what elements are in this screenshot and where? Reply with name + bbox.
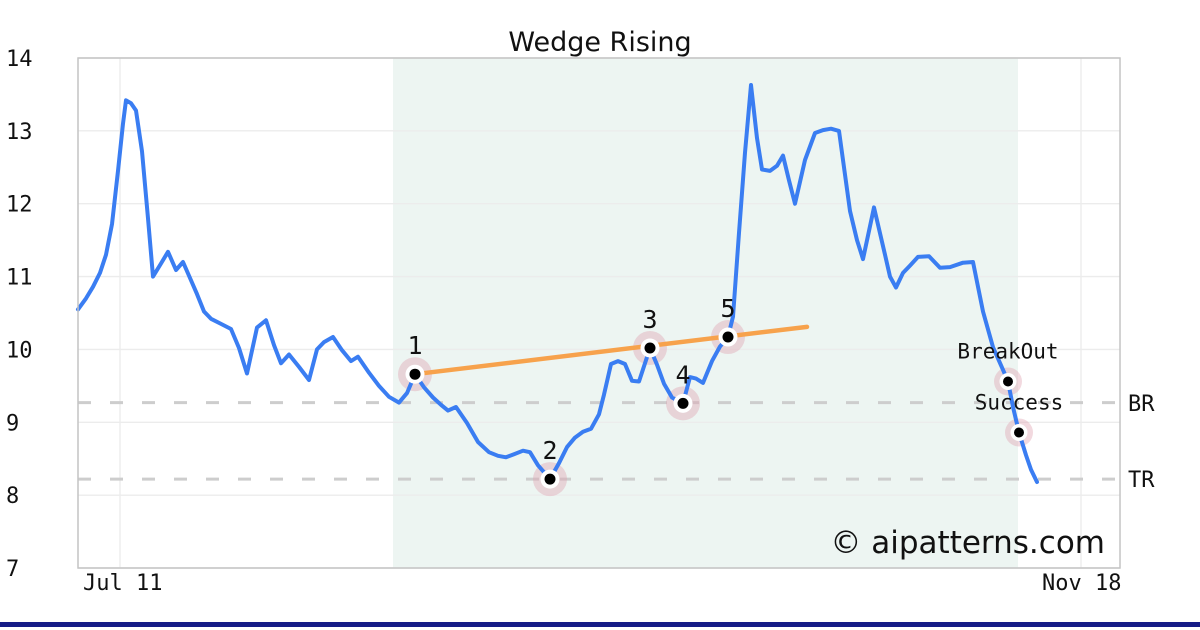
level-label-br: BR (1128, 392, 1155, 417)
y-tick-label: 8 (6, 484, 19, 509)
chart-annotation-layer: 1 2 34 5 BreakOut Success (405, 294, 1064, 489)
annotation-label-3: 3 (642, 305, 657, 334)
level-label-tr: TR (1128, 468, 1155, 493)
annotation-label-success: Success (975, 390, 1064, 414)
y-tick-label: 13 (6, 120, 33, 145)
annotation-label-breakout: BreakOut (957, 339, 1058, 363)
marker-dot (1003, 376, 1013, 387)
marker-dot (1014, 427, 1024, 438)
y-tick-label: 12 (6, 193, 33, 218)
x-tick-label-start: Jul 11 (83, 571, 162, 596)
watermark: © aipatterns.com (830, 525, 1105, 561)
y-tick-label: 11 (6, 266, 33, 291)
annotation-label-5: 5 (720, 294, 735, 323)
pattern-shaded-region (393, 58, 1018, 568)
y-tick-label: 9 (6, 411, 19, 436)
marker-dot (544, 473, 556, 485)
marker-dot (677, 397, 689, 409)
y-tick-label: 14 (6, 47, 33, 72)
annotation-label-2: 2 (542, 436, 557, 465)
marker-dot (644, 342, 656, 354)
y-tick-label: 10 (6, 338, 33, 363)
annotation-label-1: 1 (407, 331, 422, 360)
y-tick-label: 7 (6, 557, 19, 582)
marker-dot (409, 368, 421, 380)
annotation-label-4: 4 (675, 360, 690, 389)
plot-border (77, 57, 1121, 569)
price-line (76, 83, 1039, 484)
chart-title: Wedge Rising (508, 27, 691, 58)
x-tick-label-end: Nov 18 (1042, 571, 1121, 596)
marker-dot (722, 331, 734, 343)
bottom-brand-bar (0, 622, 1200, 627)
wedge-trendline (412, 324, 810, 377)
